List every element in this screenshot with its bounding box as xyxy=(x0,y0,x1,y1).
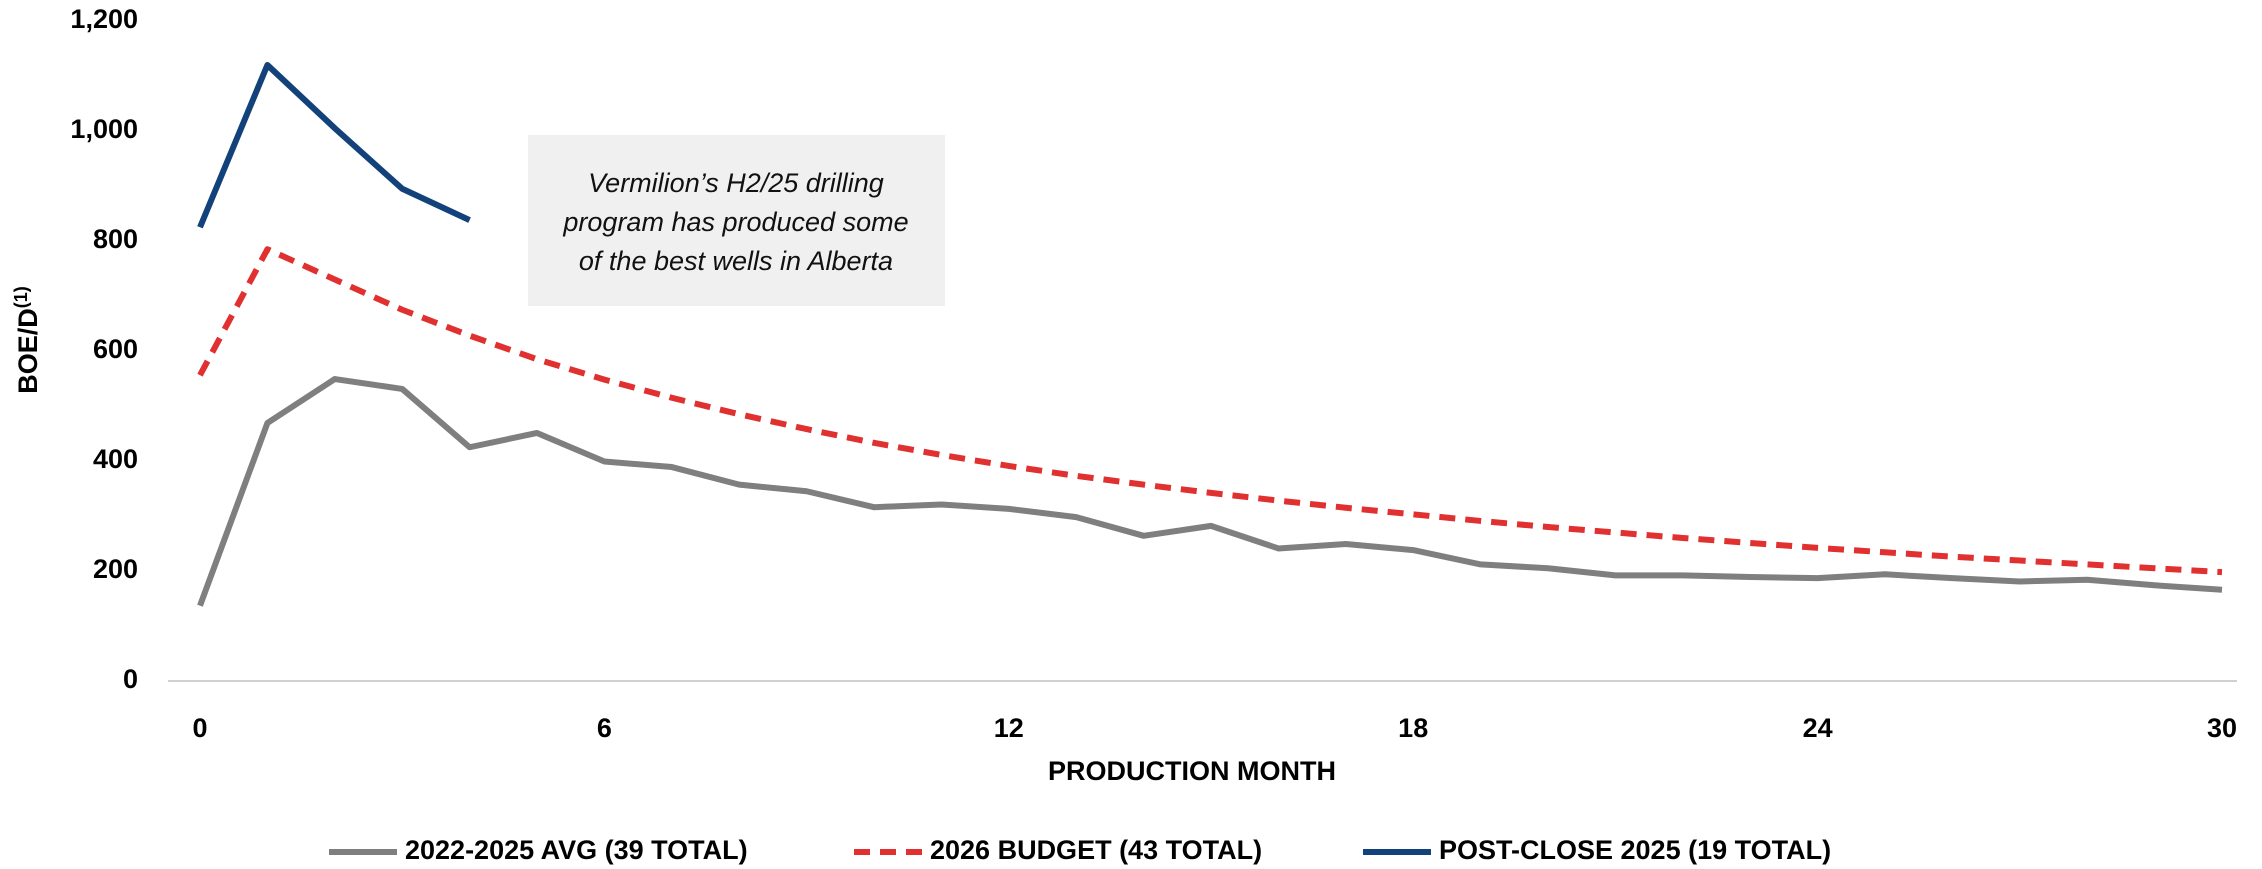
annotation-line: Vermilion’s H2/25 drilling xyxy=(588,168,884,198)
y-tick-label: 0 xyxy=(123,664,138,694)
y-tick-label: 600 xyxy=(93,334,138,364)
legend-label: POST-CLOSE 2025 (19 TOTAL) xyxy=(1439,835,1831,865)
x-tick-label: 18 xyxy=(1398,713,1428,743)
annotation-box xyxy=(528,135,945,306)
series-line xyxy=(197,376,2223,607)
y-axis-label: BOE/D(1) xyxy=(11,286,43,394)
y-tick-label: 1,200 xyxy=(70,4,138,34)
y-axis-label-sup: (1) xyxy=(11,286,31,308)
x-tick-label: 6 xyxy=(597,713,612,743)
y-tick-label: 1,000 xyxy=(70,114,138,144)
annotation-line: program has produced some xyxy=(562,207,908,237)
x-tick-label: 12 xyxy=(994,713,1024,743)
series-line xyxy=(197,246,2223,576)
y-tick-label: 800 xyxy=(93,224,138,254)
annotation: Vermilion’s H2/25 drilling program has pr… xyxy=(562,168,908,276)
legend-label: 2022-2025 AVG (39 TOTAL) xyxy=(405,835,748,865)
legend-label: 2026 BUDGET (43 TOTAL) xyxy=(930,835,1262,865)
y-tick-label: 400 xyxy=(93,444,138,474)
y-axis-label-main: BOE/D xyxy=(13,308,43,394)
x-tick-label: 0 xyxy=(192,713,207,743)
x-axis-label: PRODUCTION MONTH xyxy=(1048,756,1336,786)
y-tick-label: 200 xyxy=(93,554,138,584)
x-tick-label: 30 xyxy=(2207,713,2237,743)
annotation-line: of the best wells in Alberta xyxy=(579,246,893,276)
series-line xyxy=(197,62,471,229)
x-tick-label: 24 xyxy=(1803,713,1833,743)
